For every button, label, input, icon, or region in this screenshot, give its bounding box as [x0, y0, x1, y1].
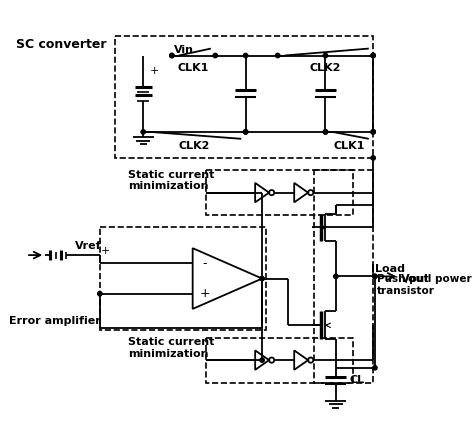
Circle shape — [371, 54, 375, 58]
Bar — [116, 37, 373, 158]
Circle shape — [373, 274, 377, 279]
Circle shape — [98, 292, 102, 296]
Circle shape — [323, 54, 328, 58]
Circle shape — [275, 54, 280, 58]
Text: CL: CL — [350, 375, 365, 385]
Circle shape — [371, 156, 375, 160]
Text: CLK2: CLK2 — [310, 62, 341, 73]
Circle shape — [170, 54, 174, 58]
Circle shape — [244, 54, 248, 58]
Circle shape — [371, 130, 375, 134]
Bar — [206, 338, 353, 383]
Circle shape — [260, 358, 264, 362]
Text: Static current
minimization: Static current minimization — [128, 169, 215, 191]
Circle shape — [371, 54, 375, 58]
Bar — [100, 227, 266, 330]
Circle shape — [323, 130, 328, 134]
Text: Push/pull power
transistor: Push/pull power transistor — [377, 274, 471, 296]
Circle shape — [334, 274, 338, 279]
Text: SC converter: SC converter — [16, 38, 106, 51]
Circle shape — [141, 130, 146, 134]
Circle shape — [213, 54, 218, 58]
Bar — [206, 170, 353, 215]
Circle shape — [170, 54, 174, 58]
Text: +: + — [200, 287, 210, 300]
Text: CLK1: CLK1 — [334, 141, 365, 151]
Circle shape — [373, 366, 377, 370]
Circle shape — [373, 274, 377, 279]
Circle shape — [260, 277, 264, 281]
Text: CLK1: CLK1 — [178, 62, 209, 73]
Text: Error amplifier: Error amplifier — [9, 316, 100, 326]
Circle shape — [244, 130, 248, 134]
Text: Vin: Vin — [173, 45, 193, 55]
Text: -: - — [202, 257, 207, 270]
Text: +: + — [100, 246, 109, 256]
Circle shape — [371, 130, 375, 134]
Text: Vref: Vref — [75, 241, 102, 252]
Text: Static current
minimization: Static current minimization — [128, 337, 215, 359]
Circle shape — [244, 130, 248, 134]
Circle shape — [323, 130, 328, 134]
Text: Vout: Vout — [401, 274, 430, 284]
Text: CLK2: CLK2 — [179, 141, 210, 151]
Bar — [314, 170, 373, 383]
Text: +: + — [150, 66, 159, 76]
Text: ILoad: ILoad — [371, 264, 405, 273]
